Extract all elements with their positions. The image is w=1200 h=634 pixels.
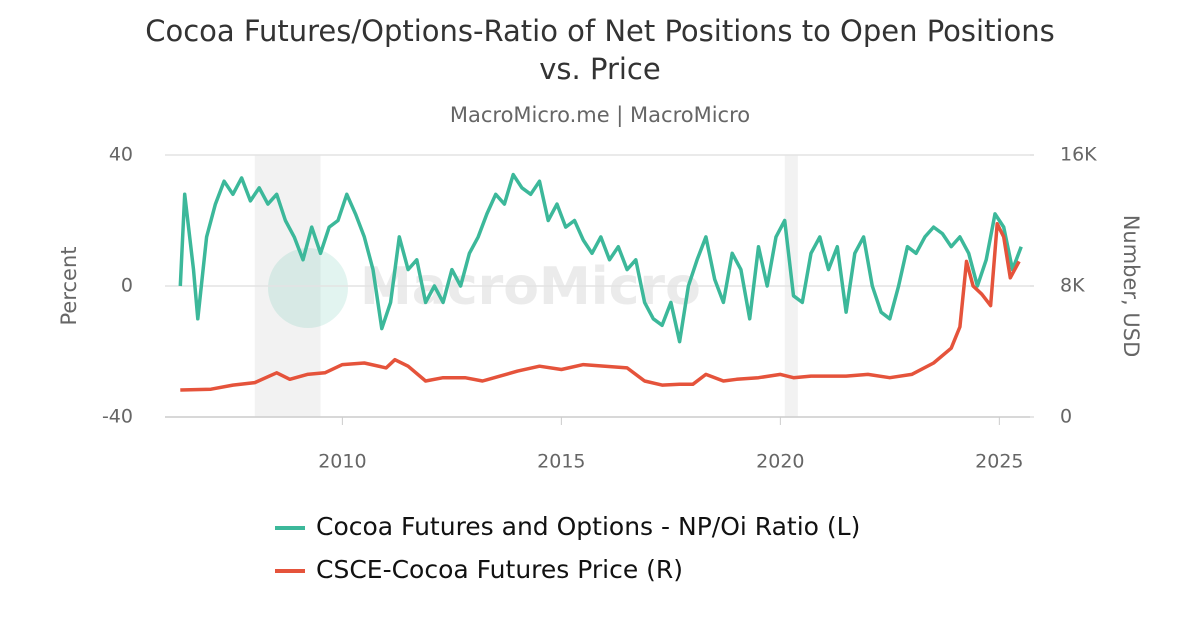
legend-label: Cocoa Futures and Options - NP/Oi Ratio … bbox=[316, 512, 860, 541]
x-tick-label: 2010 bbox=[318, 451, 366, 473]
series-line bbox=[180, 222, 1021, 392]
y-tick-label: -40 bbox=[102, 406, 133, 428]
x-tick-label: 2020 bbox=[756, 451, 804, 473]
y-tick-label: 0 bbox=[121, 275, 133, 297]
x-tick-label: 2015 bbox=[537, 451, 585, 473]
y2-tick-label: 8K bbox=[1060, 275, 1085, 297]
y2-axis-title: Number, USD bbox=[1119, 215, 1143, 358]
chart-subtitle: MacroMicro.me | MacroMicro bbox=[450, 103, 750, 128]
series-line bbox=[178, 172, 1023, 344]
x-tick-label: 2025 bbox=[975, 451, 1023, 473]
y-tick-label: 40 bbox=[109, 144, 133, 166]
y2-tick-label: 16K bbox=[1060, 144, 1097, 166]
watermark-logo bbox=[268, 248, 348, 328]
chart-title: Cocoa Futures/Options-Ratio of Net Posit… bbox=[145, 14, 1055, 86]
y-axis-title: Percent bbox=[57, 246, 81, 325]
y2-tick-label: 0 bbox=[1060, 406, 1072, 428]
legend-label: CSCE-Cocoa Futures Price (R) bbox=[316, 555, 683, 584]
